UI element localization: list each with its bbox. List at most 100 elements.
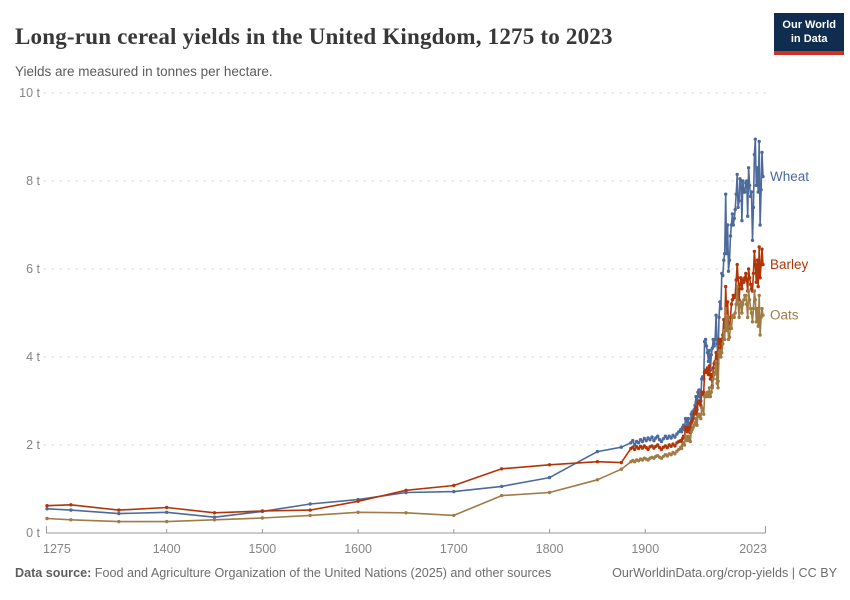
oats-point[interactable] (747, 298, 752, 302)
wheat-point[interactable] (659, 439, 664, 444)
wheat-point[interactable] (749, 190, 754, 194)
wheat-point[interactable] (117, 511, 121, 516)
wheat-line[interactable] (46, 138, 764, 518)
barley-point[interactable] (725, 300, 730, 304)
wheat-point[interactable] (724, 251, 729, 256)
barley-point[interactable] (735, 262, 739, 267)
wheat-point[interactable] (743, 190, 747, 194)
wheat-point[interactable] (747, 183, 752, 188)
oats-point[interactable] (117, 519, 121, 524)
wheat-point[interactable] (737, 199, 741, 203)
wheat-point[interactable] (733, 207, 737, 212)
barley-point[interactable] (747, 276, 752, 280)
wheat-point[interactable] (595, 449, 600, 454)
barley-point[interactable] (452, 483, 456, 488)
oats-point[interactable] (710, 386, 714, 390)
oats-point[interactable] (720, 350, 724, 355)
wheat-point[interactable] (631, 438, 635, 443)
oats-label[interactable]: Oats (770, 308, 799, 323)
wheat-point[interactable] (724, 192, 728, 196)
oats-point[interactable] (746, 315, 750, 320)
wheat-point[interactable] (725, 223, 730, 227)
wheat-point[interactable] (707, 348, 712, 353)
oats-point[interactable] (685, 438, 690, 443)
oats-point[interactable] (740, 311, 744, 315)
oats-point[interactable] (758, 333, 762, 337)
oats-point[interactable] (739, 300, 743, 304)
oats-point[interactable] (748, 306, 753, 311)
barley-point[interactable] (729, 302, 734, 306)
barley-point[interactable] (753, 262, 757, 267)
wheat-point[interactable] (718, 300, 722, 304)
wheat-point[interactable] (761, 174, 765, 179)
barley-point[interactable] (758, 276, 762, 280)
barley-point[interactable] (633, 447, 637, 452)
wheat-point[interactable] (726, 269, 731, 273)
barley-point[interactable] (636, 446, 641, 451)
barley-point[interactable] (707, 364, 712, 368)
barley-point[interactable] (736, 276, 740, 280)
wheat-point[interactable] (45, 507, 49, 511)
wheat-point[interactable] (750, 238, 755, 243)
barley-point[interactable] (705, 366, 710, 370)
wheat-point[interactable] (640, 439, 645, 444)
oats-point[interactable] (308, 513, 312, 518)
oats-point[interactable] (759, 315, 763, 320)
wheat-point[interactable] (686, 416, 690, 421)
wheat-point[interactable] (705, 350, 710, 355)
wheat-point[interactable] (500, 484, 504, 489)
oats-point[interactable] (722, 328, 726, 333)
wheat-point[interactable] (755, 166, 759, 170)
oats-point[interactable] (714, 359, 718, 364)
wheat-point[interactable] (727, 258, 732, 262)
oats-point[interactable] (735, 284, 739, 289)
barley-point[interactable] (748, 282, 753, 287)
oats-point[interactable] (705, 390, 710, 394)
oats-point[interactable] (741, 302, 745, 306)
wheat-point[interactable] (704, 344, 709, 348)
oats-point[interactable] (749, 311, 754, 315)
barley-point[interactable] (640, 446, 645, 450)
oats-point[interactable] (682, 443, 687, 447)
oats-point[interactable] (679, 446, 684, 451)
oats-series[interactable]: Oats (45, 284, 799, 524)
barley-point[interactable] (746, 267, 751, 271)
wheat-point[interactable] (212, 515, 217, 519)
oats-point[interactable] (709, 390, 713, 394)
oats-point[interactable] (742, 298, 746, 302)
barley-point[interactable] (693, 410, 697, 414)
wheat-point[interactable] (694, 394, 698, 399)
barley-label[interactable]: Barley (770, 257, 809, 272)
wheat-point[interactable] (748, 194, 753, 199)
oats-point[interactable] (619, 467, 623, 471)
wheat-point[interactable] (669, 436, 673, 440)
oats-point[interactable] (746, 289, 751, 293)
wheat-point[interactable] (665, 436, 669, 441)
wheat-point[interactable] (69, 508, 73, 512)
wheat-label[interactable]: Wheat (770, 169, 809, 184)
wheat-point[interactable] (736, 205, 740, 210)
barley-point[interactable] (730, 298, 735, 302)
oats-point[interactable] (547, 490, 552, 495)
oats-point[interactable] (755, 306, 759, 311)
wheat-point[interactable] (728, 234, 733, 238)
oats-point[interactable] (733, 311, 737, 315)
oats-point[interactable] (595, 478, 600, 482)
wheat-point[interactable] (165, 510, 169, 514)
wheat-point[interactable] (734, 192, 738, 196)
oats-point[interactable] (757, 293, 761, 298)
oats-point[interactable] (165, 519, 169, 524)
barley-point[interactable] (708, 377, 713, 381)
oats-point[interactable] (708, 394, 713, 399)
footer-citation-link[interactable]: OurWorldinData.org/crop-yields | CC BY (612, 566, 837, 580)
wheat-point[interactable] (722, 258, 726, 262)
oats-point[interactable] (45, 516, 49, 521)
barley-point[interactable] (631, 445, 635, 449)
barley-point[interactable] (706, 372, 711, 377)
oats-point[interactable] (751, 306, 756, 311)
barley-point[interactable] (212, 511, 217, 515)
wheat-point[interactable] (547, 475, 552, 480)
barley-line[interactable] (46, 246, 764, 514)
wheat-point[interactable] (663, 434, 668, 438)
